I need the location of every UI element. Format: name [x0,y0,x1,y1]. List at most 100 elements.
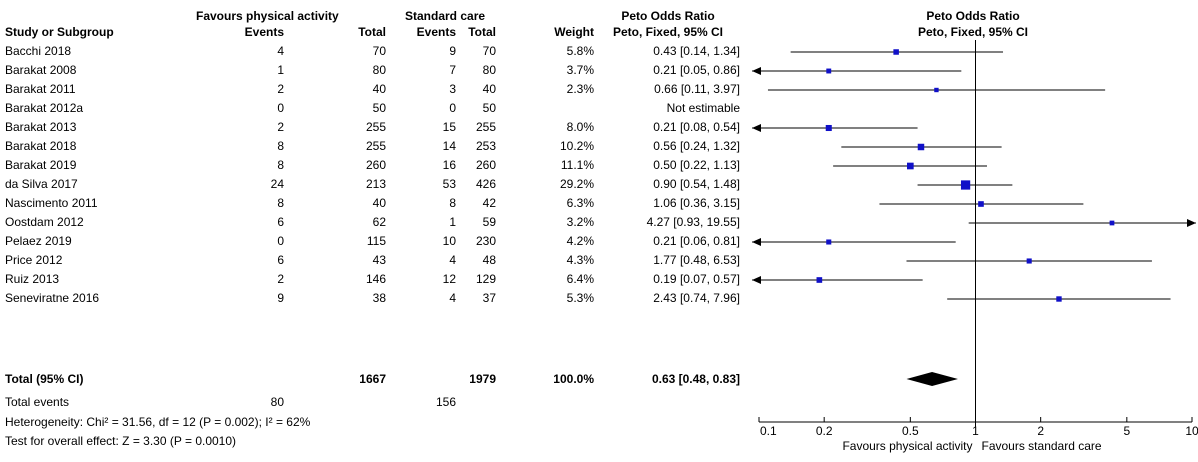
effect-marker [917,143,925,151]
total1: 62 [372,215,386,229]
pooled-diamond [906,372,958,386]
effect-ci: 4.27 [0.93, 19.55] [646,215,740,229]
effect-marker [978,201,984,207]
effect-ci: 0.56 [0.24, 1.32] [653,139,740,153]
total1: 40 [372,82,386,96]
plot-ci-header: Peto, Fixed, 95% CI [917,25,1029,39]
weight: 29.2% [559,177,594,191]
study-name: Barakat 2018 [5,139,77,153]
total2: 48 [482,253,496,267]
effect-marker [1026,258,1032,264]
effect-marker [960,180,971,190]
total2: 253 [475,139,496,153]
total-t2: 1979 [469,372,496,386]
effect-ci: 1.77 [0.48, 6.53] [653,253,740,267]
heterogeneity-text: Heterogeneity: Chi² = 31.56, df = 12 (P … [5,415,311,429]
events2: 15 [442,120,456,134]
effect-marker [816,277,823,283]
overall-effect-text: Test for overall effect: Z = 3.30 (P = 0… [5,434,237,448]
total2: 255 [475,120,496,134]
total2: 37 [482,291,496,305]
total-events-label: Total events [5,395,70,409]
study-name: Price 2012 [5,253,63,267]
x-tick-label: 0.1 [760,424,777,438]
total1: 43 [372,253,386,267]
total1: 80 [372,63,386,77]
weight: 2.3% [566,82,594,96]
events1: 8 [277,196,284,210]
col-total2-header: Total [468,25,496,39]
events2: 12 [442,272,456,286]
study-name: Oostdam 2012 [5,215,84,229]
total1: 38 [372,291,386,305]
events1: 2 [277,120,284,134]
total2: 70 [482,44,496,58]
group1-header: Favours physical activity [196,9,339,23]
total2: 260 [475,158,496,172]
events2: 9 [449,44,456,58]
events2: 3 [449,82,456,96]
weight: 4.3% [566,253,594,267]
effect-ci: 0.43 [0.14, 1.34] [653,44,740,58]
events1: 9 [277,291,284,305]
effect-ci: 0.66 [0.11, 3.97] [654,82,740,96]
ci-arrow-left [752,67,761,75]
events1: 0 [277,101,284,115]
total2: 59 [482,215,496,229]
ci-arrow-left [752,276,761,284]
total-events-e2: 156 [435,395,456,409]
study-name: Seneviratne 2016 [5,291,100,305]
col-study-header: Study or Subgroup [5,25,114,39]
effect-ci: 2.43 [0.74, 7.96] [653,291,740,305]
total1: 255 [365,120,386,134]
events2: 16 [442,158,456,172]
effect-marker [826,68,832,74]
col-events1-header: Events [244,25,284,39]
total1: 213 [365,177,386,191]
total1: 115 [366,234,386,248]
events1: 1 [277,63,284,77]
total-label: Total (95% CI) [5,372,84,386]
weight: 5.8% [566,44,594,58]
study-name: Barakat 2011 [5,82,76,96]
total2: 40 [482,82,496,96]
effect-header-top: Peto Odds Ratio [621,9,715,23]
events2: 7 [449,63,456,77]
weight: 10.2% [559,139,594,153]
events1: 6 [277,215,284,229]
events1: 0 [277,234,284,248]
col-weight-header: Weight [554,25,594,39]
total2: 230 [475,234,496,248]
total2: 129 [475,272,496,286]
study-name: Bacchi 2018 [5,44,72,58]
events2: 14 [442,139,456,153]
total2: 80 [482,63,496,77]
effect-marker [1109,220,1115,226]
events2: 1 [449,215,456,229]
weight: 4.2% [566,234,594,248]
total1: 40 [372,196,386,210]
x-tick-label: 0.2 [816,424,833,438]
study-name: Nascimento 2011 [5,196,98,210]
weight: 6.4% [566,272,594,286]
events1: 2 [277,272,284,286]
events2: 0 [449,101,456,115]
events1: 8 [277,158,284,172]
x-tick-label: 0.5 [902,424,919,438]
effect-marker [1056,296,1062,302]
total2: 426 [475,177,496,191]
effect-marker [906,162,914,170]
plot-header-top: Peto Odds Ratio [926,9,1020,23]
study-name: Barakat 2013 [5,120,77,134]
effect-ci: 0.90 [0.54, 1.48] [653,177,740,191]
total2: 50 [482,101,496,115]
weight: 11.1% [560,158,594,172]
x-tick-label: 5 [1123,424,1130,438]
weight: 3.2% [566,215,594,229]
effect-marker [893,49,899,55]
col-total1-header: Total [358,25,386,39]
total-t1: 1667 [359,372,386,386]
col-events2-header: Events [416,25,456,39]
total1: 70 [372,44,386,58]
study-name: da Silva 2017 [5,177,78,191]
